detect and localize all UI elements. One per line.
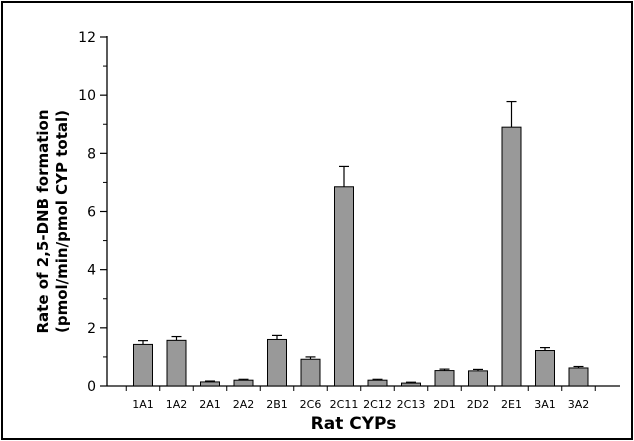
bar-3A2 [568,367,589,387]
y-axis-title-line2: (pmol/min/pmol CYP total) [53,110,71,333]
x-tick-label-2D2: 2D2 [467,398,489,411]
x-tick-label-2D1: 2D1 [433,398,455,411]
x-tick-label-2A1: 2A1 [199,398,221,411]
y-tick-label: 4 [87,263,96,279]
y-axis-title-line1: Rate of 2,5-DNB formation [34,109,52,333]
y-tick-label: 12 [78,30,96,46]
x-tick-label-2E1: 2E1 [501,398,522,411]
bar-2D2 [468,370,488,387]
x-tick-label-2C11: 2C11 [330,398,359,411]
x-tick-label-2B1: 2B1 [266,398,288,411]
y-tick-label: 8 [87,146,96,162]
bar-2E1 [501,126,522,387]
bar-2C13 [401,382,421,387]
bar-2A1 [200,381,220,387]
y-tick-label: 2 [87,321,96,337]
x-tick-label-3A2: 3A2 [568,398,590,411]
bar-3A1 [535,350,555,387]
x-tick-label-2C13: 2C13 [397,398,426,411]
y-tick-label: 6 [87,205,96,221]
bar-2C6 [300,358,321,387]
x-tick-label-2C12: 2C12 [363,398,392,411]
x-tick-label-1A2: 1A2 [166,398,188,411]
bar-2A2 [233,379,254,387]
labels: 0 2 4 6 8 10 12 1A1 1A2 2A1 2A2 2B1 2C6 2C11 2C12 2C13 2… [78,30,589,411]
axes [100,36,620,391]
bar-2B1 [267,338,287,387]
bars [133,100,589,387]
x-tick-label-2C6: 2C6 [300,398,322,411]
bar-1A1 [133,343,153,387]
x-tick-label-1A1: 1A1 [132,398,154,411]
x-tick-label-3A1: 3A1 [534,398,556,411]
x-tick-label-2A2: 2A2 [233,398,255,411]
bar-2C11 [334,186,354,387]
x-axis-title: Rat CYPs [311,414,397,434]
y-tick-label: 0 [87,379,96,395]
bar-chart: 0 2 4 6 8 10 12 1A1 1A2 2A1 2A2 2B1 2C6 2C11 2C12 2C13 2… [34,30,620,434]
bar-2D1 [434,370,455,387]
y-tick-label: 10 [78,88,96,104]
bar-2C12 [367,379,388,387]
bar-1A2 [166,339,187,387]
